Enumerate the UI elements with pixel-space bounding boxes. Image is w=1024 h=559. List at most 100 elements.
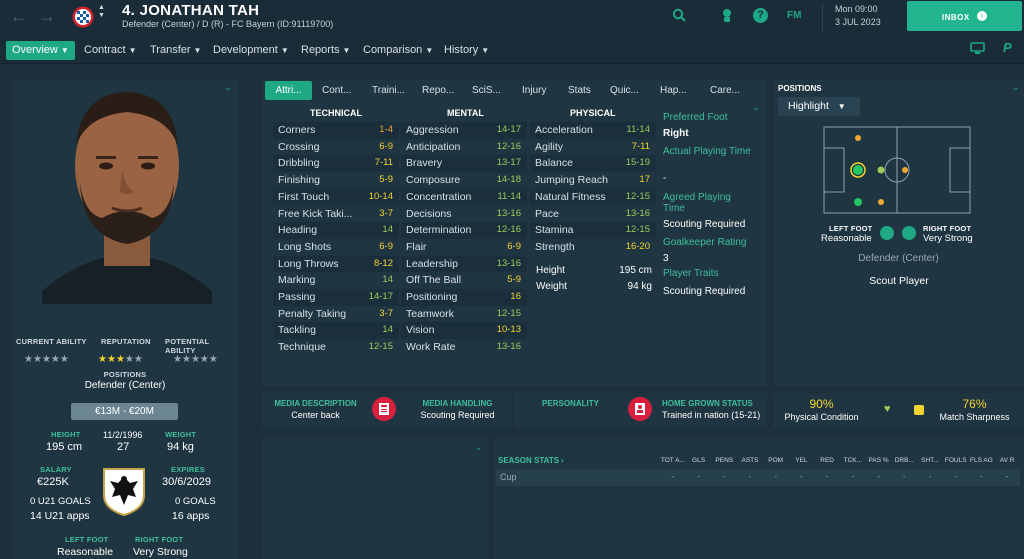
season-stats-column-header[interactable]: FOULS: [944, 457, 967, 464]
attribute-row[interactable]: Marking 14: [273, 272, 399, 289]
attribute-name: Aggression: [406, 124, 459, 136]
attribute-row[interactable]: First Touch 10-14: [273, 188, 399, 206]
attribute-row[interactable]: Passing 14-17: [273, 289, 399, 306]
season-stats-column-header[interactable]: DRB...: [894, 457, 914, 464]
chevron-down-icon[interactable]: ⌄: [752, 102, 760, 112]
season-stats-column-header[interactable]: AV R: [999, 457, 1015, 464]
season-stats-column-header[interactable]: TCK...: [843, 457, 863, 464]
attribute-row[interactable]: Anticipation 12-16: [401, 139, 527, 156]
reputation-label: REPUTATION: [101, 337, 151, 346]
attribute-row[interactable]: Positioning 16: [401, 289, 527, 306]
attribute-row[interactable]: Concentration 11-14: [401, 188, 527, 206]
season-stats-column-header[interactable]: SHT...: [921, 457, 939, 464]
club-badge-icon[interactable]: [72, 5, 94, 29]
attribute-row[interactable]: Strength 16-20: [530, 239, 656, 256]
attribute-row[interactable]: Crossing 6-9: [273, 139, 399, 156]
attribute-row[interactable]: Finishing 5-9: [273, 172, 399, 189]
attribute-name: Vision: [406, 324, 435, 337]
attribute-row[interactable]: Composure 14-18: [401, 172, 527, 189]
attribute-row[interactable]: Aggression 14-17: [401, 122, 527, 139]
attribute-row[interactable]: Teamwork 12-15: [401, 306, 527, 323]
inbox-button[interactable]: INBOX ›: [907, 1, 1022, 31]
star-icon: ★: [32, 354, 42, 365]
season-stats-column-header[interactable]: TOT A...: [660, 457, 685, 464]
star-icon: ★: [98, 354, 107, 365]
attribute-row[interactable]: Tackling 14: [273, 322, 399, 340]
tab-attributes[interactable]: Attri...: [265, 81, 312, 100]
attribute-row[interactable]: Long Shots 6-9: [273, 239, 399, 256]
season-stats-column-header[interactable]: GLS: [692, 457, 706, 464]
attribute-row[interactable]: Long Throws 8-12: [273, 255, 399, 273]
tab-stats[interactable]: Stats: [568, 81, 591, 100]
chevron-down-icon[interactable]: ⌄: [475, 442, 483, 452]
monitor-icon[interactable]: [970, 42, 985, 60]
chevron-down-icon[interactable]: ⌄: [224, 82, 232, 92]
chevron-down-icon[interactable]: ⌄: [1012, 82, 1020, 92]
attribute-row[interactable]: Penalty Taking 3-7: [273, 306, 399, 323]
tab-quick[interactable]: Quic...: [610, 81, 639, 100]
chevron-down-icon: ▼: [280, 46, 289, 55]
attribute-row[interactable]: Free Kick Taki... 3-7: [273, 206, 399, 223]
attribute-row[interactable]: Dribbling 7-11: [273, 155, 399, 173]
attribute-row[interactable]: Heading 14: [273, 222, 399, 239]
attribute-row[interactable]: Off The Ball 5-9: [401, 272, 527, 289]
back-arrow-icon[interactable]: ←: [10, 6, 28, 26]
nav-history[interactable]: History ▼: [438, 41, 495, 60]
tab-reports[interactable]: Repo...: [422, 81, 454, 100]
season-stats-column-header[interactable]: POM: [768, 457, 784, 464]
search-icon[interactable]: [672, 8, 686, 27]
attribute-row[interactable]: Decisions 13-16: [401, 206, 527, 223]
help-icon[interactable]: ?: [753, 8, 768, 23]
fm-menu-button[interactable]: FM: [787, 10, 802, 21]
date-display[interactable]: Mon 09:00 3 JUL 2023: [822, 3, 902, 33]
nav-contract[interactable]: Contract ▼: [78, 41, 143, 60]
season-stats-column-header[interactable]: PENS: [715, 457, 734, 464]
season-stats-column-header[interactable]: YEL: [795, 457, 808, 464]
tab-happiness[interactable]: Hap...: [660, 81, 687, 100]
nav-reports[interactable]: Reports ▼: [295, 41, 356, 60]
attribute-row[interactable]: Stamina 12-15: [530, 222, 656, 239]
attribute-row[interactable]: Determination 12-16: [401, 222, 527, 239]
attribute-value: 16: [510, 291, 521, 302]
highlight-dropdown[interactable]: Highlight ▼: [778, 97, 860, 116]
attribute-row[interactable]: Technique 12-15: [273, 339, 399, 356]
club-dropdown-icon[interactable]: ▲ ▼: [98, 4, 105, 19]
tab-contract[interactable]: Cont...: [322, 81, 351, 100]
attribute-row[interactable]: Agility 7-11: [530, 139, 656, 156]
paypal-icon[interactable]: P: [1003, 40, 1012, 55]
home-grown-label: HOME GROWN STATUS: [662, 399, 753, 408]
tab-training[interactable]: Traini...: [372, 81, 405, 100]
tab-injury[interactable]: Injury: [522, 81, 546, 100]
attribute-row[interactable]: Jumping Reach 17: [530, 172, 656, 189]
season-stats-column-header[interactable]: ASTS: [741, 457, 759, 464]
tab-sciscience[interactable]: SciS...: [472, 81, 501, 100]
season-stats-column-header[interactable]: PAS %: [868, 457, 889, 464]
season-stats-column-header[interactable]: RED: [820, 457, 834, 464]
attribute-row[interactable]: Vision 10-13: [401, 322, 527, 340]
attribute-row[interactable]: Acceleration 11-14: [530, 122, 656, 139]
attribute-row[interactable]: Pace 13-16: [530, 206, 656, 223]
season-stats-column-header[interactable]: FLS AG: [970, 457, 993, 464]
assistant-icon[interactable]: [720, 8, 734, 28]
value-badge: €13M - €20M: [71, 403, 178, 420]
forward-arrow-icon[interactable]: →: [38, 6, 56, 26]
attribute-row[interactable]: Flair 6-9: [401, 239, 527, 256]
season-stats-title[interactable]: SEASON STATS ›: [498, 456, 564, 465]
season-stats-cell: -: [877, 472, 880, 481]
nav-transfer[interactable]: Transfer ▼: [144, 41, 207, 60]
chevron-right-icon: ›: [561, 456, 564, 465]
attribute-row[interactable]: Work Rate 13-16: [401, 339, 527, 356]
nav-development[interactable]: Development ▼: [207, 41, 295, 60]
nav-comparison[interactable]: Comparison ▼: [357, 41, 439, 60]
attribute-row[interactable]: Natural Fitness 12-15: [530, 188, 656, 206]
attribute-row[interactable]: Corners 1-4: [273, 122, 399, 139]
nav-overview[interactable]: Overview ▼: [6, 41, 75, 60]
goalkeeper-rating-value: 3: [663, 253, 669, 264]
attribute-row[interactable]: Bravery 13-17: [401, 155, 527, 173]
attribute-name: Pace: [535, 207, 559, 220]
attribute-name: Tackling: [278, 324, 316, 337]
attribute-row[interactable]: Leadership 13-16: [401, 255, 527, 273]
tab-career[interactable]: Care...: [710, 81, 740, 100]
attribute-row[interactable]: Balance 15-19: [530, 155, 656, 173]
scout-player-button[interactable]: Scout Player: [853, 272, 945, 291]
